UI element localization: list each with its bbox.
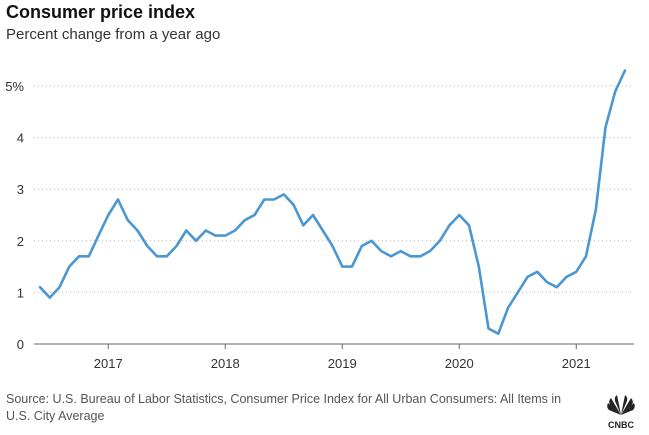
svg-text:CNBC: CNBC (608, 420, 634, 430)
x-axis-labels: 2017 2018 2019 2020 2021 (94, 344, 591, 371)
y-tick-label: 1 (17, 285, 24, 300)
x-tick-label: 2017 (94, 356, 123, 371)
x-tick-label: 2018 (211, 356, 240, 371)
line-chart: 0 1 2 3 4 5% 2017 2018 2019 2020 2021 (5, 69, 634, 371)
cpi-series-line (38, 69, 627, 335)
y-axis-labels: 0 1 2 3 4 5% (5, 79, 24, 352)
data-points (40, 70, 625, 333)
chart-title: Consumer price index (6, 2, 196, 22)
y-tick-label: 4 (17, 131, 24, 146)
cnbc-logo: CNBC (607, 395, 635, 430)
chart-subtitle: Percent change from a year ago (6, 26, 221, 43)
x-tick-label: 2021 (562, 356, 591, 371)
y-tick-label: 2 (17, 234, 24, 249)
x-tick-label: 2020 (445, 356, 474, 371)
y-tick-label: 5% (5, 79, 24, 94)
x-tick-label: 2019 (328, 356, 357, 371)
source-note: Source: U.S. Bureau of Labor Statistics,… (6, 392, 562, 423)
grid-lines (34, 85, 634, 345)
y-tick-label: 3 (17, 182, 24, 197)
y-tick-label: 0 (17, 337, 24, 352)
